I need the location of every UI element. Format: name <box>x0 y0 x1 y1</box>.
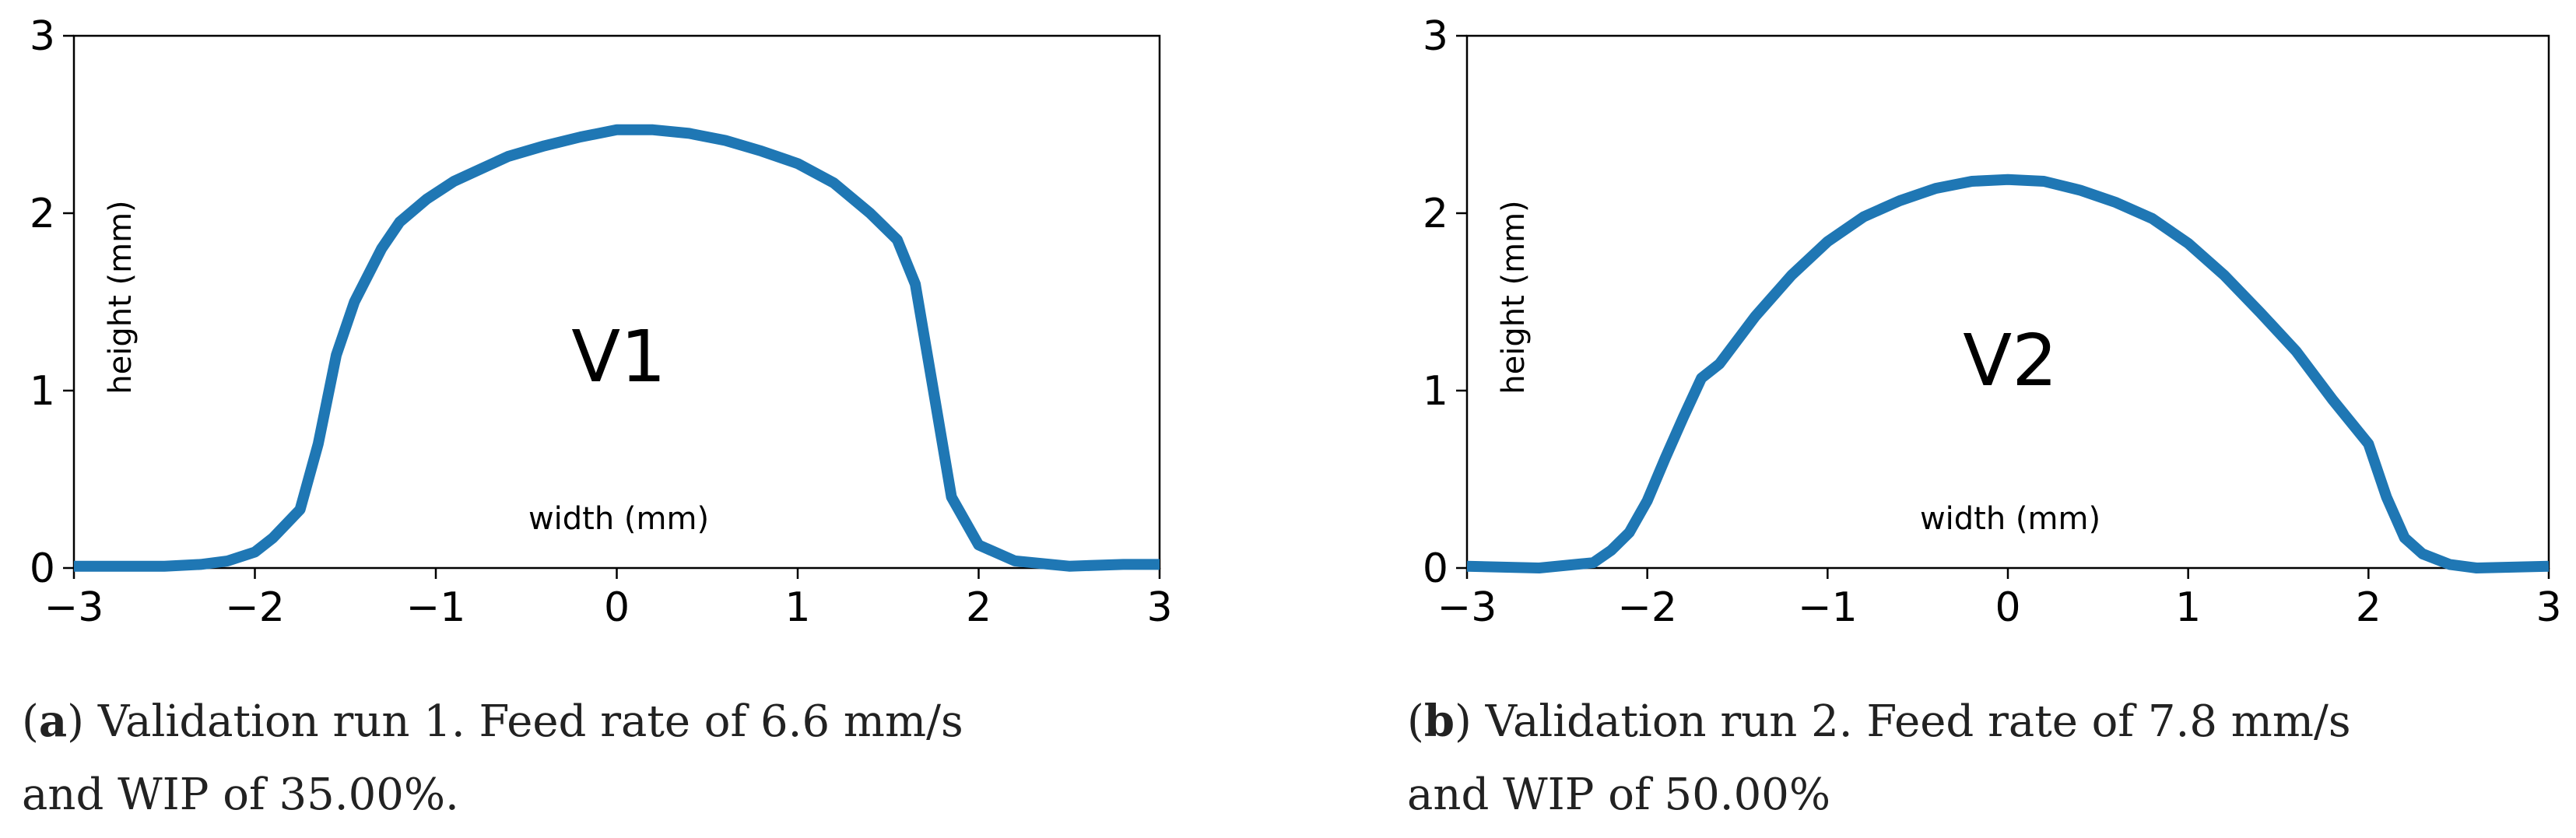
y-tick-label: 2 <box>1423 191 1448 237</box>
x-tick-label: −2 <box>225 584 285 631</box>
x-tick-label: 2 <box>966 584 991 631</box>
x-tick-label: −2 <box>1617 584 1677 631</box>
series-line <box>74 124 1160 572</box>
caption-a: (a) Validation run 1. Feed rate of 6.6 m… <box>22 685 963 832</box>
caption-b-text-1: Validation run 2. Feed rate of 7.8 mm/s <box>1485 696 2351 747</box>
caption-a-line-1: (a) Validation run 1. Feed rate of 6.6 m… <box>22 696 963 747</box>
x-tick-label: −1 <box>406 584 466 631</box>
caption-b-line-1: (b) Validation run 2. Feed rate of 7.8 m… <box>1407 696 2351 747</box>
y-tick-label: 3 <box>30 13 55 60</box>
y-tick-label: 3 <box>1423 13 1448 60</box>
panel-a-chart: −3 −2 −1 0 1 2 3 0 1 2 3 width (mm) height (mm) V1 <box>30 13 1173 631</box>
x-tick-label: −3 <box>1437 584 1497 631</box>
x-tick-label: 0 <box>604 584 630 631</box>
x-tick-label: −3 <box>44 584 104 631</box>
x-tick-label: 1 <box>784 584 810 631</box>
y-tick-label: 1 <box>30 368 55 415</box>
caption-a-tag: a <box>38 696 68 747</box>
y-tick-label: 0 <box>1423 545 1448 592</box>
y-axis-label: height (mm) <box>103 200 139 394</box>
y-axis-label: height (mm) <box>1496 200 1532 394</box>
chart-annotation: V1 <box>571 315 665 398</box>
x-tick-label: 3 <box>1146 584 1172 631</box>
x-tick-label: 2 <box>2356 584 2381 631</box>
x-tick-label: 3 <box>2536 584 2561 631</box>
y-tick-label: 0 <box>30 545 55 592</box>
caption-b-text-2: and WIP of 50.00% <box>1407 770 1831 820</box>
series-line <box>1466 174 2550 573</box>
x-tick-label: 1 <box>2175 584 2201 631</box>
x-axis-label: width (mm) <box>1920 501 2100 537</box>
caption-a-text-2: and WIP of 35.00%. <box>22 770 459 820</box>
axes-frame <box>72 34 1161 570</box>
y-tick-label: 2 <box>30 191 55 237</box>
caption-b: (b) Validation run 2. Feed rate of 7.8 m… <box>1407 685 2351 832</box>
panel-b-chart: −3 −2 −1 0 1 2 3 0 1 2 3 width (mm) height (mm) V2 <box>1423 13 2562 631</box>
caption-a-text-1: Validation run 1. Feed rate of 6.6 mm/s <box>97 696 963 747</box>
x-tick-label: −1 <box>1798 584 1858 631</box>
caption-b-tag: b <box>1423 696 1455 747</box>
x-tick-label: 0 <box>1995 584 2020 631</box>
chart-annotation: V2 <box>1963 319 2057 402</box>
x-axis-label: width (mm) <box>528 501 709 537</box>
y-tick-label: 1 <box>1423 368 1448 415</box>
